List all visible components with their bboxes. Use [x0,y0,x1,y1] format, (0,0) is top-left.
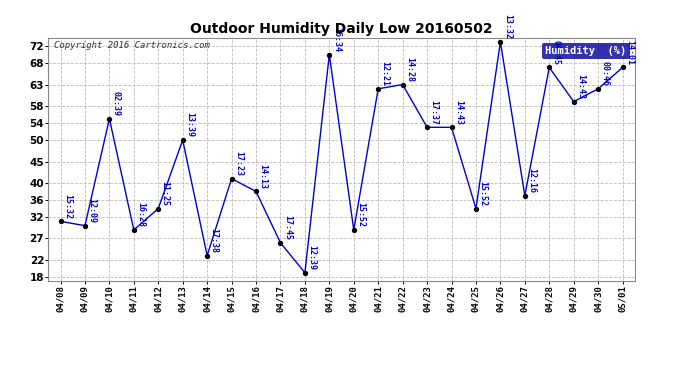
Text: 12:09: 12:09 [88,198,97,223]
Point [568,99,579,105]
Point [324,52,335,58]
Text: 12:39: 12:39 [307,245,316,270]
Text: 14:28: 14:28 [405,57,414,82]
Point [201,253,213,259]
Point [446,124,457,130]
Text: 12:21: 12:21 [381,61,390,86]
Point [617,64,628,70]
Point [275,240,286,246]
Text: 15:52: 15:52 [356,202,365,227]
Point [299,270,310,276]
Text: 13:39: 13:39 [185,112,194,137]
Point [177,137,188,143]
Text: 04:45: 04:45 [552,40,561,64]
Text: 02:39: 02:39 [112,91,121,116]
Text: 12:16: 12:16 [527,168,536,193]
Point [79,223,90,229]
Text: 14:13: 14:13 [259,164,268,189]
Text: 15:32: 15:32 [63,194,72,219]
Point [520,193,531,199]
Legend: Humidity  (%): Humidity (%) [542,43,629,59]
Text: 17:23: 17:23 [234,151,243,176]
Point [422,124,433,130]
Text: 14:43: 14:43 [576,74,585,99]
Point [495,39,506,45]
Point [373,86,384,92]
Point [152,206,164,212]
Text: 16:28: 16:28 [137,202,146,227]
Text: 17:37: 17:37 [430,99,439,124]
Text: 00:46: 00:46 [600,61,609,86]
Text: 11:25: 11:25 [161,181,170,206]
Text: Copyright 2016 Cartronics.com: Copyright 2016 Cartronics.com [55,41,210,50]
Text: 14:43: 14:43 [454,99,463,124]
Title: Outdoor Humidity Daily Low 20160502: Outdoor Humidity Daily Low 20160502 [190,22,493,36]
Point [593,86,604,92]
Text: 14:01: 14:01 [625,40,634,64]
Point [226,176,237,181]
Point [104,116,115,122]
Text: 17:38: 17:38 [210,228,219,253]
Text: 13:32: 13:32 [503,14,512,39]
Text: 15:52: 15:52 [478,181,487,206]
Text: 17:45: 17:45 [283,215,292,240]
Point [250,189,262,195]
Point [55,218,66,224]
Point [397,81,408,87]
Point [348,227,359,233]
Point [544,64,555,70]
Point [128,227,139,233]
Text: 16:34: 16:34 [332,27,341,52]
Point [471,206,482,212]
